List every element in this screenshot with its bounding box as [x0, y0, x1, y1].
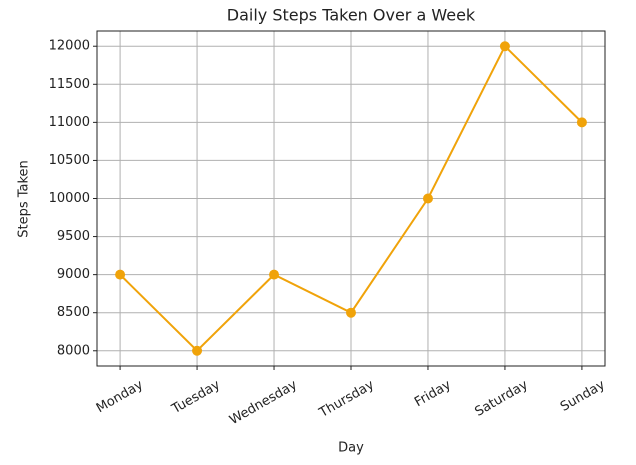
- x-tick-label: Sunday: [558, 377, 608, 414]
- y-tick-label: 11500: [49, 77, 90, 92]
- x-tick-label: Tuesday: [169, 377, 223, 417]
- y-axis-label: Steps Taken: [17, 160, 32, 238]
- x-tick-label: Friday: [412, 377, 454, 410]
- x-tick-label: Saturday: [472, 377, 530, 419]
- marker: [192, 345, 203, 356]
- y-tick-label: 10000: [49, 191, 90, 206]
- marker: [499, 41, 510, 52]
- chart-title: Daily Steps Taken Over a Week: [227, 6, 476, 25]
- x-tick-label: Monday: [94, 377, 146, 416]
- marker: [269, 269, 280, 280]
- marker: [422, 193, 433, 204]
- y-tick-label: 12000: [49, 39, 90, 54]
- y-tick-label: 10500: [49, 153, 90, 168]
- y-tick-label: 8500: [57, 305, 90, 320]
- x-tick-label: Wednesday: [227, 377, 300, 428]
- marker: [346, 307, 356, 318]
- marker: [576, 117, 587, 128]
- y-tick-label: 8000: [57, 343, 90, 358]
- x-axis-label: Day: [338, 441, 364, 456]
- y-tick-label: 11000: [49, 115, 90, 130]
- x-tick-label: Thursday: [316, 377, 377, 421]
- y-tick-label: 9000: [57, 267, 90, 282]
- marker: [115, 269, 126, 280]
- y-tick-label: 9500: [57, 229, 90, 244]
- plot-frame: [96, 30, 606, 367]
